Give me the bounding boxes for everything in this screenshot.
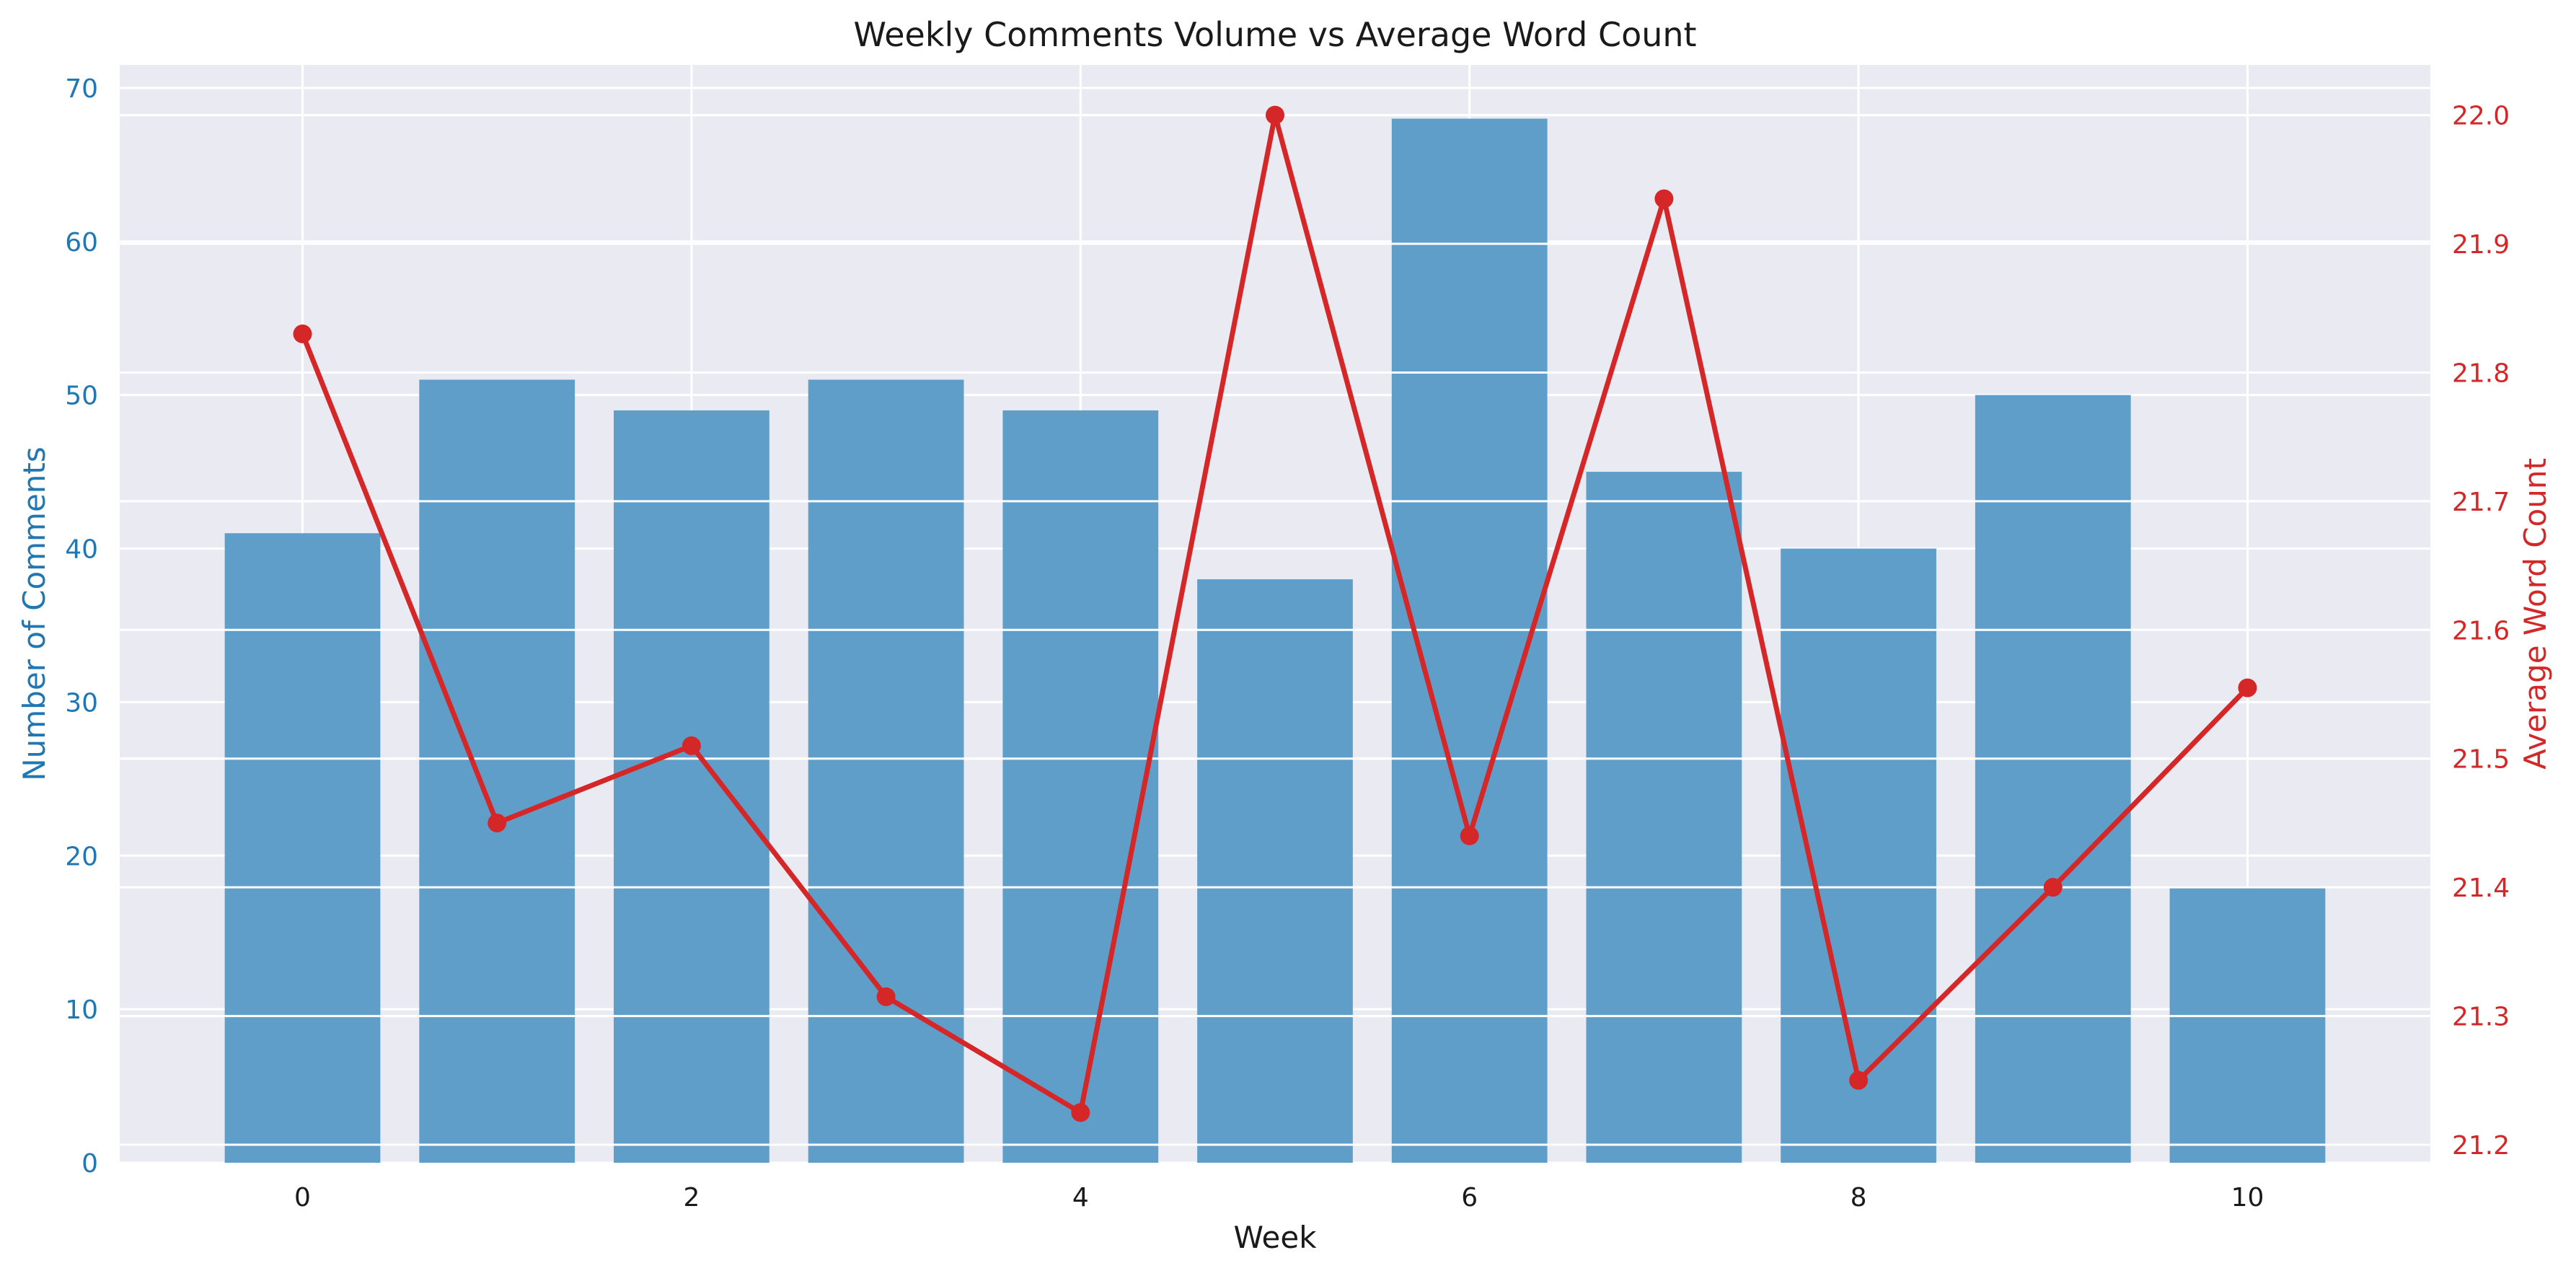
left-tick-label: 50 <box>65 382 98 411</box>
x-tick-label: 8 <box>1851 1183 1867 1213</box>
left-tick-label: 0 <box>81 1149 98 1179</box>
x-tick-label: 0 <box>294 1183 311 1213</box>
bar <box>1586 472 1742 1163</box>
avg-word-count-point <box>1460 826 1479 845</box>
avg-word-count-point <box>876 987 896 1006</box>
avg-word-count-point <box>1071 1103 1090 1122</box>
avg-word-count-point <box>2043 878 2063 897</box>
bar <box>1197 579 1353 1163</box>
x-tick-label: 10 <box>2231 1183 2264 1213</box>
x-axis-label: Week <box>1233 1220 1317 1255</box>
left-axis-label: Number of Comments <box>17 446 52 781</box>
avg-word-count-point <box>488 813 507 832</box>
right-tick-label: 21.7 <box>2452 488 2510 517</box>
right-tick-label: 22.0 <box>2452 102 2510 131</box>
avg-word-count-point <box>682 736 701 755</box>
bar <box>808 379 964 1163</box>
left-tick-label: 10 <box>65 995 98 1025</box>
right-tick-label: 21.8 <box>2452 358 2510 388</box>
left-tick-label: 20 <box>65 842 98 871</box>
bar <box>419 379 575 1163</box>
bar <box>2169 886 2326 1163</box>
right-tick-label: 21.9 <box>2452 230 2510 260</box>
right-tick-label: 21.6 <box>2452 616 2510 646</box>
chart-title: Weekly Comments Volume vs Average Word C… <box>853 15 1696 54</box>
avg-word-count-point <box>1849 1070 1869 1090</box>
tick-layer: 0 2 4 6 8 10 0 10 20 30 40 50 60 70 21.2 21.3 21.4 21.5 21… <box>65 74 2510 1213</box>
x-tick-label: 2 <box>683 1183 700 1213</box>
left-tick-label: 70 <box>65 74 98 104</box>
bar <box>1002 410 1159 1163</box>
x-tick-label: 6 <box>1461 1183 1478 1213</box>
avg-word-count-point <box>2238 678 2257 698</box>
x-tick-label: 4 <box>1072 1183 1089 1213</box>
bar <box>1975 395 2131 1163</box>
avg-word-count-point <box>1654 189 1674 208</box>
right-tick-label: 21.2 <box>2452 1131 2510 1161</box>
avg-word-count-point <box>293 324 312 343</box>
right-axis-label: Average Word Count <box>2518 458 2553 770</box>
avg-word-count-point <box>1266 105 1284 125</box>
line-layer <box>120 105 2430 1146</box>
bar <box>614 410 769 1163</box>
right-tick-label: 21.4 <box>2452 874 2510 903</box>
left-tick-label: 60 <box>65 228 98 258</box>
left-tick-label: 40 <box>65 535 98 565</box>
right-tick-label: 21.5 <box>2452 745 2510 775</box>
right-tick-label: 21.3 <box>2452 1003 2510 1032</box>
left-tick-label: 30 <box>65 688 98 718</box>
bar <box>224 533 381 1163</box>
